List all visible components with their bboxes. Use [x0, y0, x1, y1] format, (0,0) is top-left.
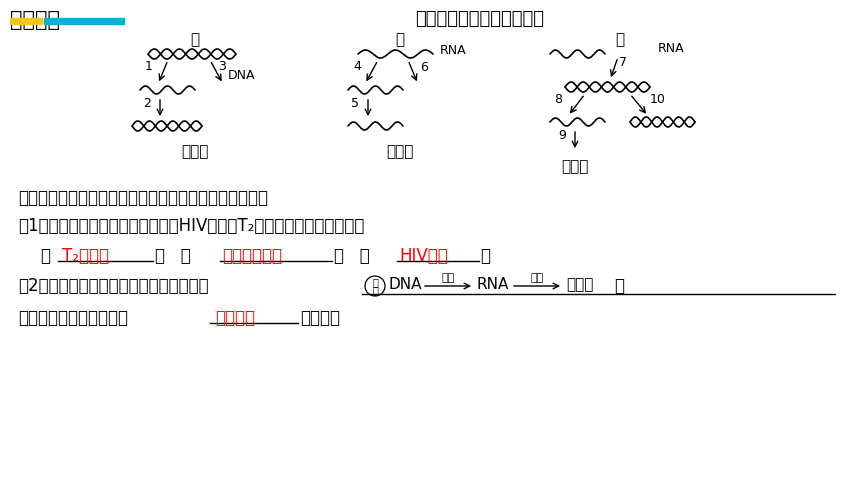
Text: HIV病毒: HIV病毒: [399, 247, 448, 265]
Text: T₂噬菌体: T₂噬菌体: [62, 247, 109, 265]
Text: 1: 1: [145, 60, 153, 73]
Text: 7: 7: [619, 56, 627, 69]
Text: ；   丙: ； 丙: [334, 247, 370, 265]
Text: 烟草花叶病毒: 烟草花叶病毒: [222, 247, 282, 265]
Text: RNA: RNA: [658, 42, 685, 55]
Text: 已知甲、乙、丙三种的遗传信息的遗传方式用上图表示。: 已知甲、乙、丙三种的遗传信息的遗传方式用上图表示。: [18, 189, 268, 207]
Text: 8: 8: [554, 93, 562, 106]
Text: 蛋白质: 蛋白质: [566, 277, 593, 292]
Text: 复: 复: [372, 277, 378, 287]
Text: 利用图示分类剖析中心法则: 利用图示分类剖析中心法则: [415, 10, 544, 28]
Text: RNA: RNA: [440, 44, 467, 57]
Text: DNA: DNA: [388, 277, 421, 292]
Text: （1）对几种类型的生物分别举例（HIV病毒、T₂噬菌体、烟草花叶病毒）: （1）对几种类型的生物分别举例（HIV病毒、T₂噬菌体、烟草花叶病毒）: [18, 217, 365, 235]
Text: 9: 9: [558, 129, 566, 142]
Text: ，: ，: [614, 277, 624, 295]
Text: 甲: 甲: [40, 247, 50, 265]
Text: 蛋白质: 蛋白质: [181, 144, 209, 159]
Text: 乙: 乙: [396, 32, 404, 47]
Text: （2）图甲中遗传信息传递的过程图式为：: （2）图甲中遗传信息传递的过程图式为：: [18, 277, 209, 295]
Text: 及时检测: 及时检测: [10, 10, 60, 30]
Text: 4: 4: [353, 60, 361, 73]
Bar: [44, 18, 124, 24]
Text: 制: 制: [372, 285, 378, 295]
Text: 2: 2: [143, 97, 151, 110]
Text: 大肠杆菌: 大肠杆菌: [215, 309, 255, 327]
Bar: [10, 18, 42, 24]
Text: DNA: DNA: [228, 69, 255, 82]
Text: 。: 。: [480, 247, 490, 265]
Text: 6: 6: [420, 61, 428, 74]
Text: 5: 5: [351, 97, 359, 110]
Text: 3: 3: [218, 60, 226, 73]
Text: 翻译: 翻译: [531, 273, 544, 283]
Text: RNA: RNA: [477, 277, 509, 292]
Text: 转录: 转录: [441, 273, 455, 283]
Text: 丙: 丙: [616, 32, 624, 47]
Text: 10: 10: [650, 93, 666, 106]
Text: 甲生物的这些过程发生在: 甲生物的这些过程发生在: [18, 309, 128, 327]
Text: ；   乙: ； 乙: [155, 247, 191, 265]
Text: 蛋白质: 蛋白质: [562, 159, 589, 174]
Text: 蛋白质: 蛋白质: [386, 144, 414, 159]
Text: 甲: 甲: [190, 32, 200, 47]
Text: 细胞内。: 细胞内。: [300, 309, 340, 327]
